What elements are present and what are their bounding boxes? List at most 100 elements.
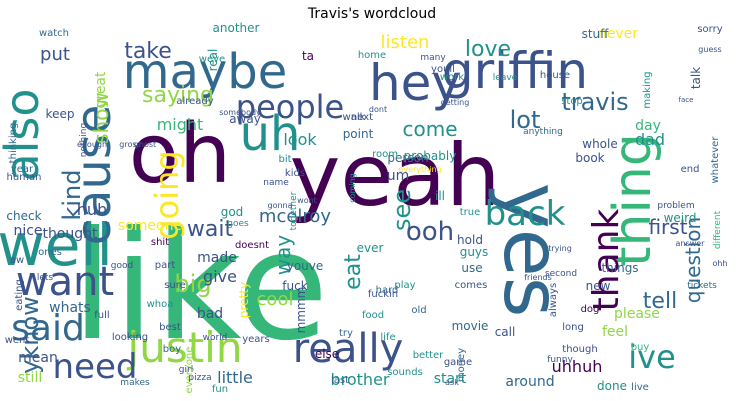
- word-nice: nice: [13, 223, 42, 239]
- word-room: room: [372, 149, 398, 160]
- word-makes: makes: [120, 378, 150, 388]
- word-well: well: [0, 211, 113, 279]
- word-hard: hard: [376, 285, 399, 296]
- word-show: show: [89, 92, 113, 144]
- word-friends: friends: [524, 273, 552, 282]
- word-together: together: [289, 191, 299, 230]
- word-gonna: gonna: [267, 201, 292, 210]
- word-watch: watch: [39, 28, 69, 39]
- word-done: done: [597, 379, 627, 393]
- word-whatever: whatever: [710, 136, 721, 184]
- word-point: point: [343, 127, 374, 141]
- word-listen: listen: [381, 32, 430, 53]
- word-life: life: [380, 332, 395, 343]
- word-thank: thank: [586, 209, 627, 312]
- word-people: people: [236, 88, 344, 126]
- word-try: try: [339, 328, 353, 339]
- word-look: look: [283, 130, 317, 149]
- word-world: world: [203, 333, 228, 343]
- word-long: long: [562, 322, 584, 333]
- word-game: game: [444, 357, 472, 368]
- word-first: first: [648, 215, 687, 239]
- word-aw: aw: [10, 255, 24, 266]
- word-start: start: [434, 371, 467, 387]
- word-enough: enough: [77, 140, 107, 149]
- word-hold: hold: [457, 233, 483, 247]
- word-last: last: [331, 375, 349, 386]
- word-said: said: [11, 308, 85, 349]
- word-doesnt: doesnt: [235, 240, 269, 251]
- word-mmmm: mmmm: [294, 287, 308, 334]
- word-always: always: [548, 283, 559, 317]
- word-please: please: [614, 306, 660, 322]
- word-brother: brother: [330, 370, 389, 389]
- word-um: um: [387, 168, 410, 184]
- word-made: made: [197, 250, 237, 266]
- word-might: might: [157, 115, 204, 134]
- word-like: like: [71, 200, 328, 374]
- word-use: use: [461, 261, 482, 275]
- word-guess: guess: [698, 45, 721, 54]
- word-hey: hey: [369, 54, 461, 112]
- word-sure: sure: [164, 280, 186, 291]
- word-somebody: somebody: [219, 108, 261, 117]
- word-already: already: [176, 96, 213, 107]
- word-home: home: [358, 50, 386, 61]
- word-love: love: [465, 37, 511, 62]
- word-buy: buy: [631, 342, 650, 353]
- word-leave: leave: [493, 73, 518, 83]
- word-really: really: [293, 326, 404, 372]
- word-lot: lot: [510, 106, 541, 134]
- word-yeah: yeah: [289, 126, 500, 226]
- word-answer: answer: [676, 239, 706, 248]
- word-away: away: [229, 112, 261, 126]
- word-old: old: [411, 305, 426, 316]
- word-real: real: [206, 49, 220, 72]
- word-maybe: maybe: [123, 44, 288, 100]
- word-back: back: [485, 194, 566, 234]
- word-boy: boy: [163, 344, 181, 355]
- word-walk: walk: [343, 112, 366, 123]
- word-full: full: [94, 310, 109, 321]
- word-mean: mean: [18, 350, 58, 366]
- word-ghost: ghost: [134, 140, 156, 149]
- word-question: question: [681, 217, 705, 303]
- word-justin: justin: [127, 323, 243, 372]
- word-sounds: sounds: [387, 367, 423, 378]
- word-weve: weve: [199, 54, 225, 65]
- word-fuck: fuck: [282, 279, 307, 293]
- word-ooh: ooh: [406, 217, 454, 247]
- word-pretty: pretty: [237, 282, 251, 318]
- word-day: day: [635, 118, 661, 134]
- word-stop: stop: [561, 96, 583, 107]
- word-thing: thing: [603, 133, 663, 267]
- word-many: many: [420, 53, 446, 63]
- word-end: end: [681, 164, 700, 175]
- word-lets: lets: [37, 273, 54, 283]
- word-stuff: stuff: [582, 27, 610, 41]
- word-ive: ive: [628, 338, 676, 376]
- word-dad: dad: [635, 130, 665, 149]
- word-call: call: [495, 325, 516, 339]
- word-wont: wont: [297, 196, 317, 205]
- word-different: different: [713, 210, 723, 249]
- word-ohh: ohh: [712, 259, 727, 268]
- word-give: give: [203, 267, 237, 286]
- word-trying: trying: [548, 244, 572, 253]
- word-travis: travis: [561, 88, 628, 116]
- word-talk: talk: [689, 67, 703, 89]
- word-food: food: [362, 310, 384, 321]
- word-check: check: [6, 209, 41, 223]
- word-want: want: [16, 259, 114, 305]
- word-everything: everything: [398, 165, 441, 174]
- word-year: year: [11, 164, 34, 175]
- word-face: face: [679, 96, 694, 104]
- word-little: little: [217, 368, 253, 387]
- word-ask: ask: [445, 378, 459, 387]
- word-whole: whole: [582, 137, 617, 151]
- word-another: another: [213, 21, 260, 35]
- word-ta: ta: [302, 49, 314, 63]
- word-probably: probably: [404, 149, 457, 163]
- word-comes: comes: [455, 280, 488, 291]
- word-fun: fun: [212, 384, 228, 395]
